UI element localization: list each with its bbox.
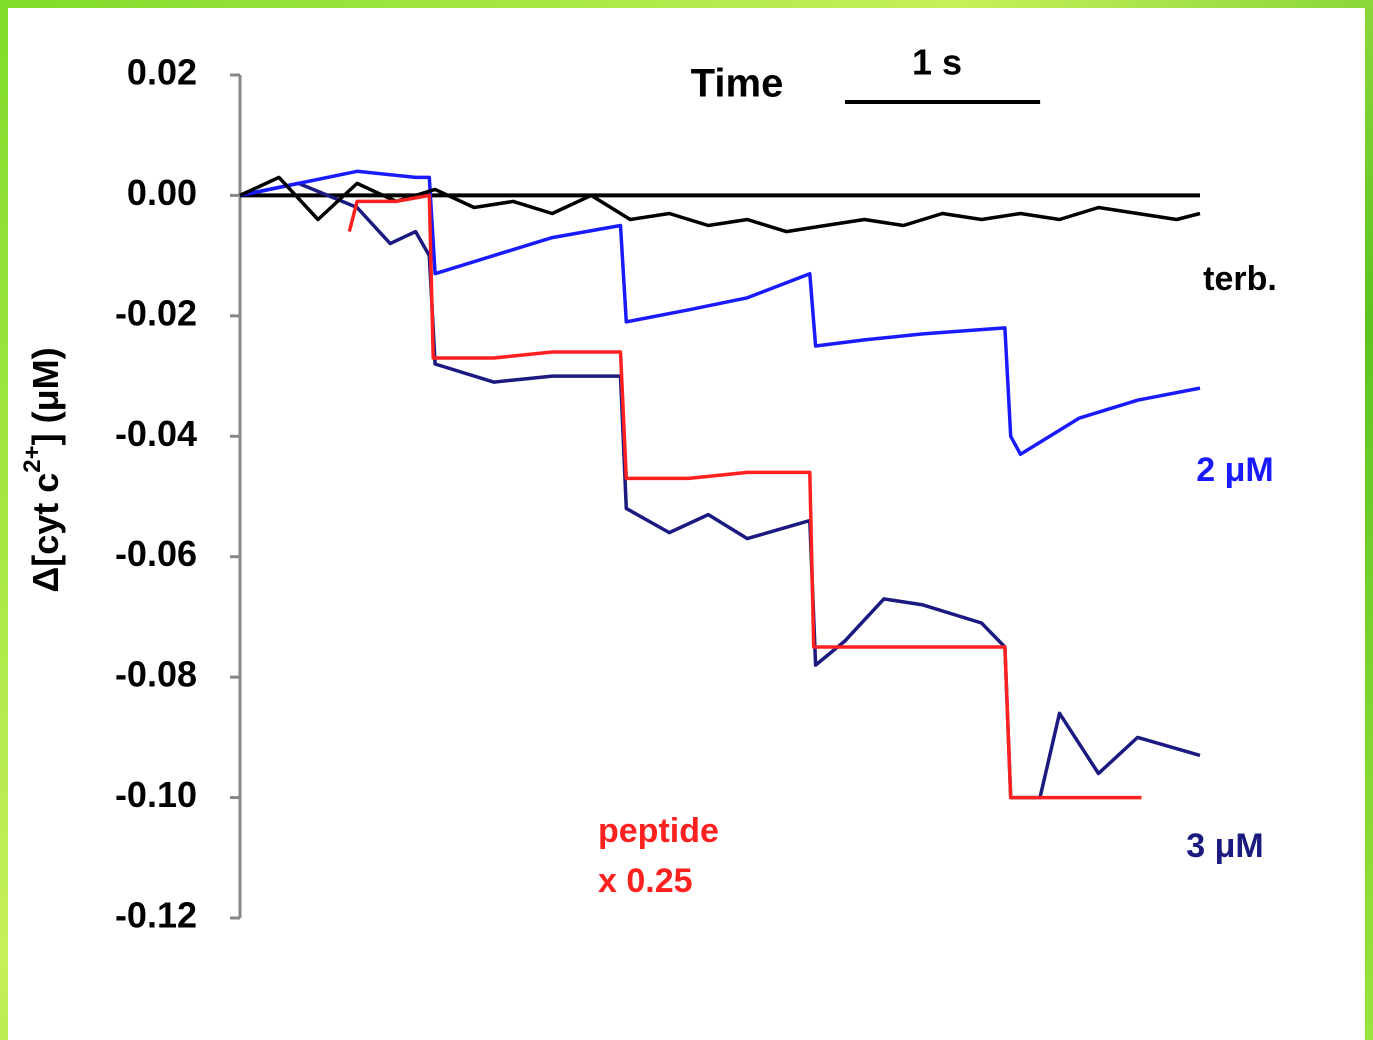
y-label-part: Δ[cyt c <box>25 473 66 593</box>
legend-label: 2 μM <box>1196 451 1273 489</box>
scale-bar-label: 1 s <box>912 42 962 83</box>
legend-label: 3 μM <box>1186 827 1263 865</box>
y-tick-label: -0.10 <box>115 774 197 815</box>
annotation: x 0.25 <box>598 862 693 900</box>
y-tick-label: 0.00 <box>127 172 197 213</box>
series-line <box>347 193 1142 800</box>
y-label-part: ] (μM) <box>25 347 66 445</box>
series-line <box>239 169 1201 457</box>
series-line <box>239 175 1201 234</box>
y-tick-label: 0.02 <box>127 52 197 93</box>
legend-label: terb. <box>1203 260 1277 298</box>
y-tick-label: -0.12 <box>115 895 197 936</box>
y-label-sup: 2+ <box>19 445 46 472</box>
y-tick-label: -0.04 <box>115 413 197 454</box>
y-tick-label: -0.02 <box>115 292 197 333</box>
legend-label: peptide <box>598 812 719 850</box>
y-tick-label: -0.06 <box>115 533 197 574</box>
series-line <box>239 181 1201 800</box>
x-label: Time <box>691 62 784 106</box>
y-tick-label: -0.08 <box>115 654 197 695</box>
y-label: Δ[cyt c2+] (μM) <box>19 347 65 592</box>
